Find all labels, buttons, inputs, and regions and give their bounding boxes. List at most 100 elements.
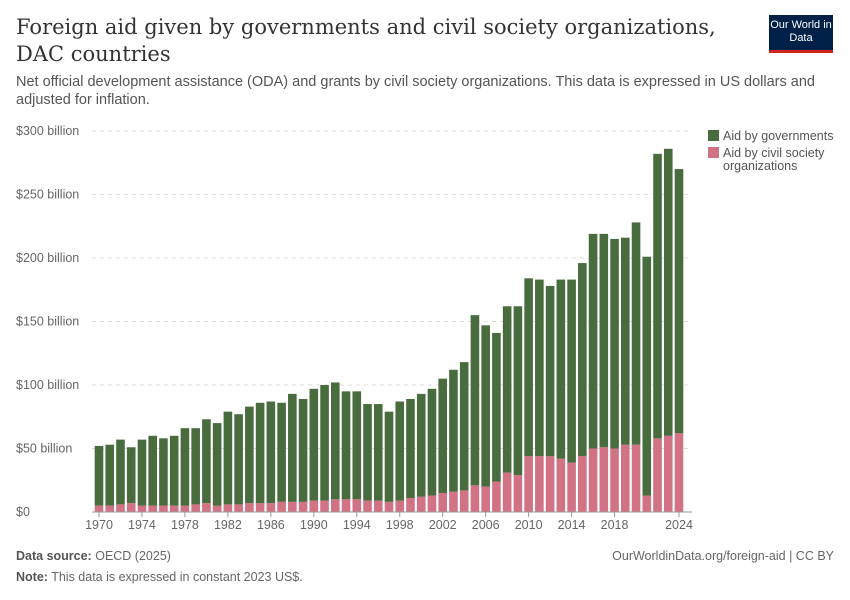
- bar-civil-society[interactable]: [449, 491, 458, 512]
- bar-civil-society[interactable]: [502, 472, 512, 512]
- bar-civil-society[interactable]: [363, 500, 372, 512]
- bar-governments[interactable]: [352, 391, 362, 500]
- bar-civil-society[interactable]: [137, 505, 147, 512]
- bar-governments[interactable]: [406, 398, 415, 499]
- source-value[interactable]: OECD (2025): [95, 549, 171, 563]
- bar-civil-society[interactable]: [116, 504, 125, 512]
- bar-civil-society[interactable]: [481, 486, 490, 512]
- legend-label[interactable]: Aid by civil society: [723, 146, 825, 160]
- bar-civil-society[interactable]: [341, 499, 351, 512]
- bar-civil-society[interactable]: [223, 504, 233, 512]
- bar-civil-society[interactable]: [180, 505, 190, 512]
- bar-governments[interactable]: [674, 169, 684, 434]
- bar-civil-society[interactable]: [373, 500, 383, 512]
- bar-governments[interactable]: [653, 153, 662, 439]
- bar-civil-society[interactable]: [330, 499, 340, 512]
- bar-governments[interactable]: [266, 401, 276, 504]
- bar-governments[interactable]: [105, 444, 115, 506]
- bar-governments[interactable]: [567, 279, 576, 463]
- legend-label[interactable]: organizations: [723, 159, 797, 173]
- bar-civil-society[interactable]: [535, 456, 544, 512]
- bar-governments[interactable]: [459, 362, 469, 491]
- bar-governments[interactable]: [169, 435, 179, 506]
- bar-governments[interactable]: [427, 388, 437, 496]
- bar-governments[interactable]: [363, 404, 372, 501]
- bar-governments[interactable]: [330, 382, 340, 500]
- legend-label[interactable]: Aid by governments: [723, 129, 833, 143]
- bar-governments[interactable]: [202, 419, 211, 504]
- bar-civil-society[interactable]: [202, 503, 211, 512]
- bar-governments[interactable]: [288, 393, 297, 502]
- bar-governments[interactable]: [524, 278, 533, 457]
- bar-civil-society[interactable]: [470, 485, 480, 512]
- bar-civil-society[interactable]: [395, 500, 405, 512]
- bar-civil-society[interactable]: [599, 447, 609, 512]
- bar-governments[interactable]: [277, 402, 286, 502]
- bar-civil-society[interactable]: [191, 504, 200, 512]
- bar-governments[interactable]: [159, 438, 168, 506]
- bar-civil-society[interactable]: [298, 501, 308, 512]
- bar-governments[interactable]: [470, 315, 480, 486]
- bar-governments[interactable]: [116, 439, 125, 505]
- bar-civil-society[interactable]: [438, 492, 448, 512]
- bar-civil-society[interactable]: [578, 456, 587, 512]
- bar-civil-society[interactable]: [277, 501, 286, 512]
- bar-civil-society[interactable]: [309, 500, 319, 512]
- bar-civil-society[interactable]: [427, 495, 437, 512]
- bar-governments[interactable]: [578, 263, 587, 457]
- bar-governments[interactable]: [384, 411, 394, 502]
- bar-governments[interactable]: [126, 447, 136, 504]
- bar-governments[interactable]: [631, 222, 641, 445]
- bar-civil-society[interactable]: [492, 481, 501, 512]
- bar-governments[interactable]: [341, 391, 351, 500]
- source-url[interactable]: OurWorldinData.org/foreign-aid | CC BY: [612, 549, 834, 563]
- bar-governments[interactable]: [298, 398, 308, 502]
- bar-governments[interactable]: [234, 414, 243, 505]
- bar-civil-society[interactable]: [288, 501, 297, 512]
- bar-governments[interactable]: [223, 411, 233, 505]
- bar-civil-society[interactable]: [524, 456, 533, 512]
- bar-governments[interactable]: [320, 385, 329, 501]
- bar-civil-society[interactable]: [148, 505, 158, 512]
- bar-civil-society[interactable]: [320, 500, 329, 512]
- bar-governments[interactable]: [588, 233, 598, 449]
- bar-governments[interactable]: [180, 428, 190, 506]
- bar-civil-society[interactable]: [567, 462, 576, 512]
- bar-civil-society[interactable]: [255, 503, 265, 512]
- bar-governments[interactable]: [481, 325, 490, 487]
- bar-civil-society[interactable]: [545, 456, 555, 512]
- bar-civil-society[interactable]: [126, 503, 136, 512]
- bar-civil-society[interactable]: [513, 475, 523, 512]
- bar-governments[interactable]: [502, 306, 512, 473]
- bar-civil-society[interactable]: [631, 444, 641, 512]
- bar-governments[interactable]: [610, 238, 619, 449]
- bar-governments[interactable]: [535, 279, 544, 457]
- bar-civil-society[interactable]: [94, 505, 104, 512]
- bar-governments[interactable]: [416, 393, 426, 497]
- bar-governments[interactable]: [395, 401, 405, 501]
- bar-governments[interactable]: [373, 404, 383, 501]
- bar-civil-society[interactable]: [459, 490, 469, 512]
- bar-governments[interactable]: [449, 369, 458, 492]
- bar-civil-society[interactable]: [620, 444, 630, 512]
- bar-civil-society[interactable]: [642, 495, 652, 512]
- bar-governments[interactable]: [492, 332, 501, 482]
- bar-governments[interactable]: [663, 148, 673, 436]
- bar-governments[interactable]: [642, 256, 652, 496]
- bar-governments[interactable]: [212, 423, 222, 506]
- bar-civil-society[interactable]: [416, 496, 426, 512]
- bar-governments[interactable]: [513, 306, 523, 476]
- bar-governments[interactable]: [556, 279, 566, 459]
- bar-governments[interactable]: [245, 406, 254, 504]
- bar-civil-society[interactable]: [245, 503, 254, 512]
- bar-governments[interactable]: [545, 285, 555, 457]
- bar-civil-society[interactable]: [588, 448, 598, 513]
- bar-civil-society[interactable]: [234, 504, 243, 512]
- bar-governments[interactable]: [309, 388, 319, 501]
- bar-civil-society[interactable]: [663, 435, 673, 512]
- bar-governments[interactable]: [137, 439, 147, 506]
- bar-civil-society[interactable]: [610, 448, 619, 513]
- owid-logo[interactable]: Our World in Data: [769, 15, 833, 53]
- bar-governments[interactable]: [438, 378, 448, 493]
- bar-civil-society[interactable]: [266, 503, 276, 512]
